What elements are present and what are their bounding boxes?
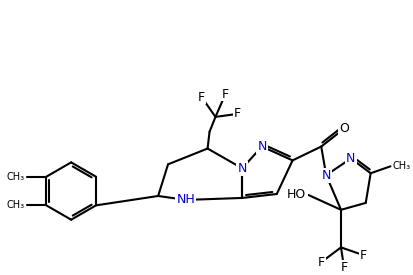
Text: F: F	[360, 249, 367, 262]
Text: CH₃: CH₃	[392, 161, 411, 171]
Text: F: F	[234, 108, 241, 120]
Text: F: F	[222, 88, 229, 101]
Text: O: O	[339, 122, 349, 135]
Text: CH₃: CH₃	[7, 200, 25, 210]
Text: N: N	[257, 140, 267, 153]
Text: N: N	[321, 169, 331, 182]
Text: F: F	[340, 261, 348, 274]
Text: F: F	[318, 256, 325, 269]
Text: CH₃: CH₃	[7, 172, 25, 182]
Text: HO: HO	[287, 188, 306, 202]
Text: NH: NH	[176, 193, 195, 207]
Text: N: N	[346, 152, 356, 165]
Text: F: F	[198, 91, 205, 104]
Text: N: N	[237, 162, 247, 175]
